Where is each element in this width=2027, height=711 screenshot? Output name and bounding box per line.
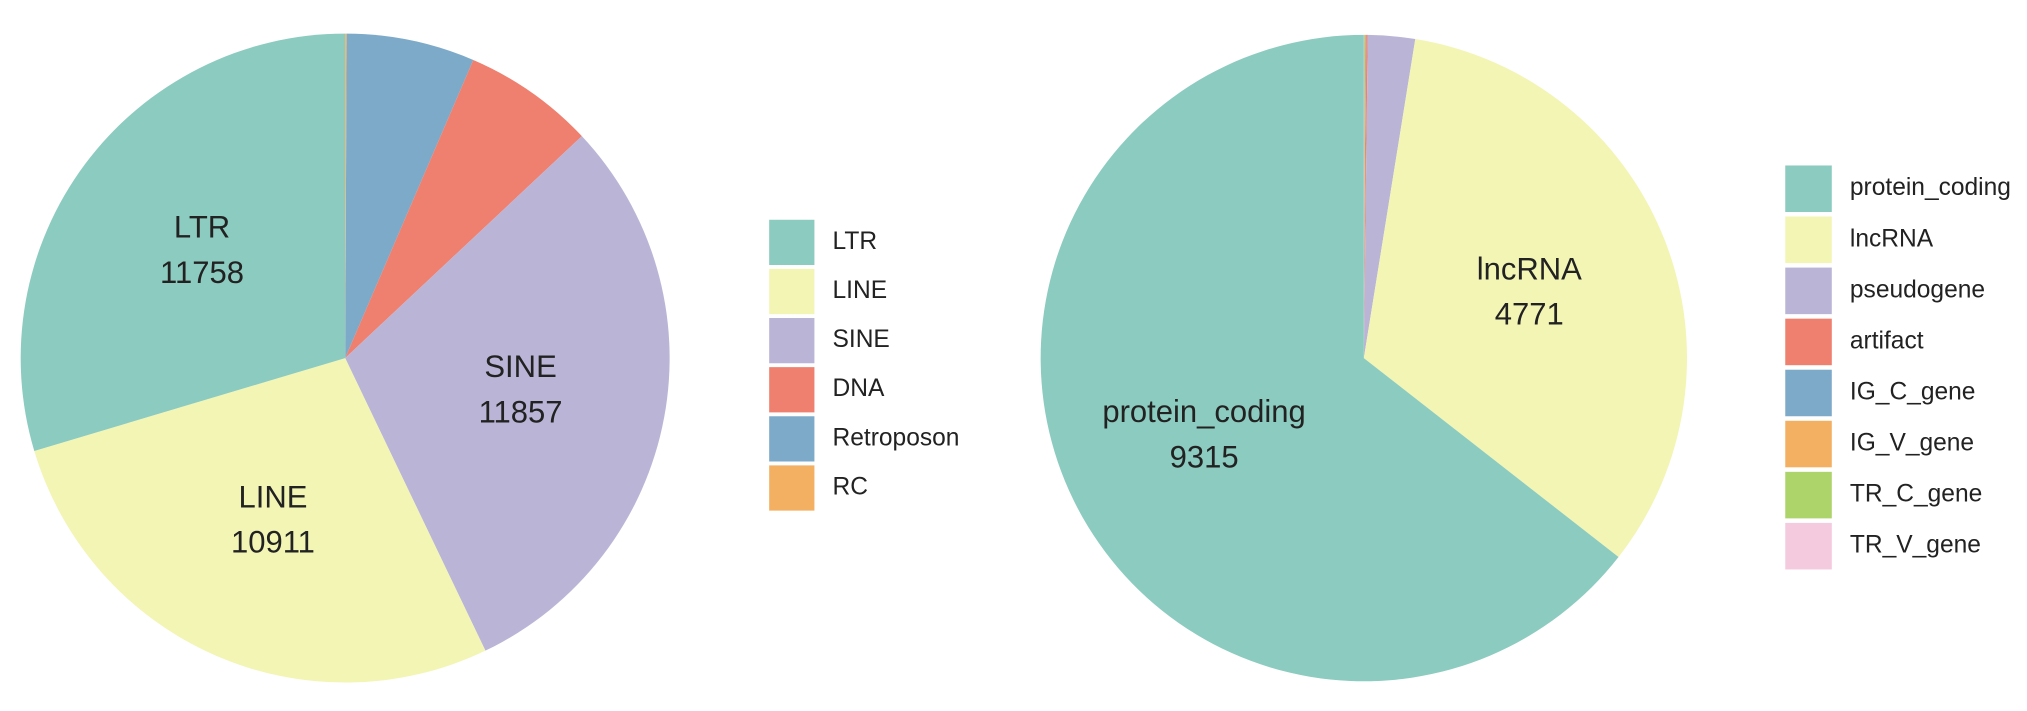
legend-label: TR_V_gene (1850, 532, 1981, 559)
pie-slice (1363, 34, 1367, 359)
legend-label: pseudogene (1850, 276, 1985, 303)
slice-label: SINE (484, 349, 556, 384)
slice-label: LINE (238, 479, 307, 514)
pie-slice (345, 33, 474, 359)
slice-value: 4771 (1495, 297, 1564, 332)
slice-label: lncRNA (1477, 251, 1582, 286)
slice-value: 10911 (231, 525, 315, 560)
pie-slice (1363, 39, 1688, 558)
legend-swatch (769, 219, 815, 266)
pie-slice (1363, 34, 1366, 359)
slice-value: 11857 (479, 394, 563, 429)
legend-label: Retroposon (833, 424, 960, 451)
legend-swatch (1785, 267, 1832, 315)
legend-label: LINE (833, 277, 888, 304)
legend-swatch (1785, 522, 1832, 570)
legend-label: TR_C_gene (1850, 481, 1982, 508)
legend-label: protein_coding (1850, 174, 2011, 201)
slice-label: protein_coding (1102, 394, 1305, 429)
legend-label: lncRNA (1850, 225, 1934, 252)
legend-swatch (769, 416, 815, 462)
legend-label: SINE (833, 326, 890, 353)
legend-swatch (769, 367, 815, 413)
pie-slice (1363, 34, 1416, 359)
legend-label: RC (833, 473, 868, 500)
pie-slice (34, 358, 486, 683)
legend-swatch (1785, 165, 1832, 213)
slice-label: LTR (174, 210, 230, 245)
pie-slice (1040, 34, 1619, 682)
legend-label: LTR (833, 228, 878, 255)
legend-swatch (1785, 369, 1832, 417)
pie-slice (345, 136, 670, 651)
pie-slice (345, 59, 582, 359)
slice-value: 11758 (160, 255, 244, 290)
legend-label: artifact (1850, 327, 1924, 354)
legend-swatch (1785, 471, 1832, 519)
legend-swatch (1785, 318, 1832, 366)
legend-label: IG_C_gene (1850, 378, 1976, 405)
legend-swatch (769, 268, 815, 315)
legend-swatch (1785, 420, 1832, 468)
legend-swatch (1785, 216, 1832, 264)
legend-swatch (769, 318, 815, 364)
legend-label: DNA (833, 375, 885, 402)
pie-slice (20, 33, 346, 452)
legend-swatch (769, 465, 815, 511)
slice-value: 9315 (1170, 439, 1239, 474)
pie-slice (1363, 34, 1368, 359)
legend-label: IG_V_gene (1850, 430, 1974, 457)
